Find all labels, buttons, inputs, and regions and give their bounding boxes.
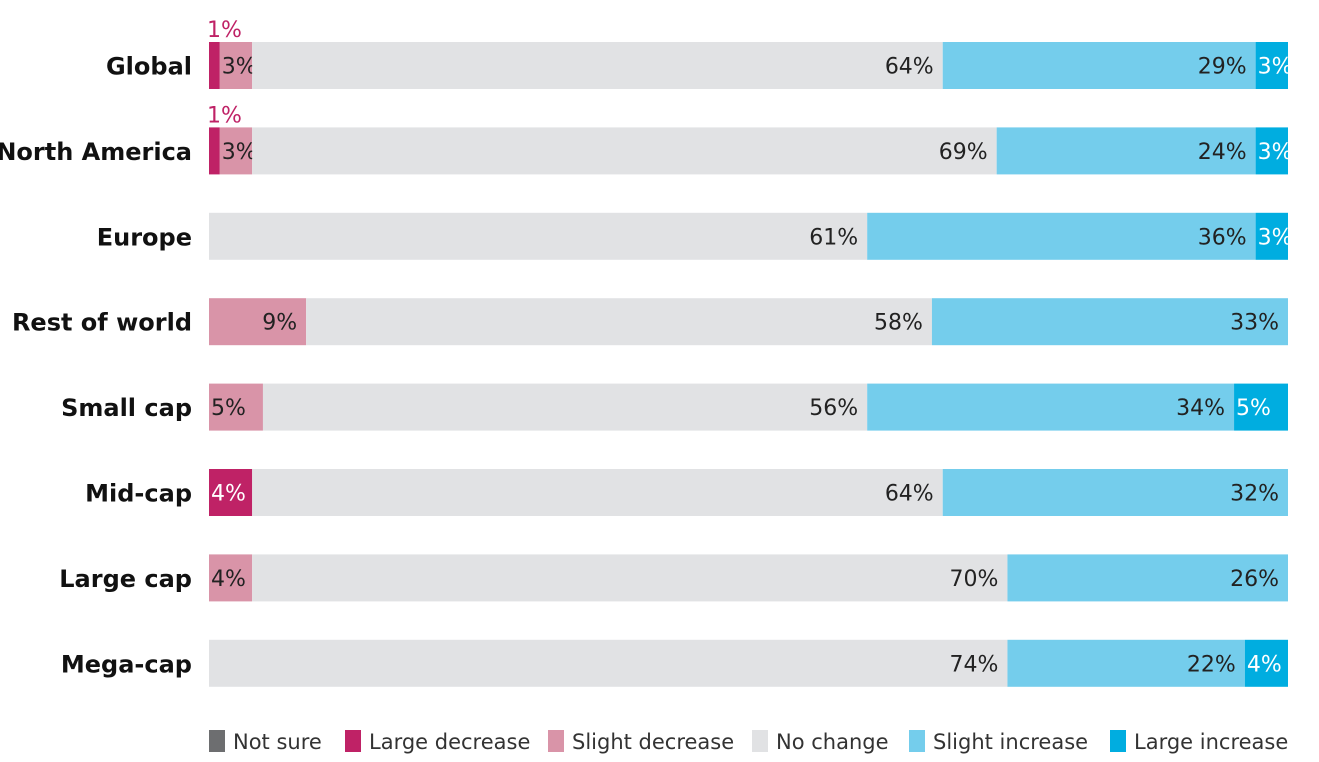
data-label-mid-cap-large-decrease: 4%: [211, 482, 246, 507]
legend-item-no-change: No change: [752, 730, 889, 754]
bar-segment-global-large-increase: [1255, 42, 1288, 89]
bar-segment-small-cap-no-change: [262, 383, 868, 431]
bar-segment-large-cap-no-change: [252, 554, 1008, 602]
data-label-rest-of-world-slight-increase: 33%: [1230, 311, 1279, 336]
legend-label-large-increase: Large increase: [1134, 730, 1288, 754]
data-label-global-no-change: 64%: [885, 55, 934, 80]
data-label-global-large-decrease: 1%: [207, 18, 242, 43]
bar-segment-global-slight-decrease: [219, 42, 253, 89]
bar-segment-mid-cap-no-change: [252, 469, 943, 516]
legend-swatch-slight-increase: [909, 730, 925, 752]
bar-segment-north-america-large-increase: [1255, 127, 1288, 175]
data-label-small-cap-slight-increase: 34%: [1176, 396, 1225, 421]
data-label-europe-large-increase: 3%: [1258, 225, 1293, 250]
data-label-mid-cap-slight-increase: 32%: [1230, 482, 1279, 507]
data-label-rest-of-world-no-change: 58%: [874, 311, 923, 336]
legend-swatch-not-sure: [209, 730, 225, 752]
category-label-mega-cap: Mega-cap: [61, 650, 192, 678]
data-label-rest-of-world-slight-decrease: 9%: [262, 311, 297, 336]
legend: Not sure Large decrease Slight decrease No …: [209, 730, 1288, 754]
data-label-mid-cap-no-change: 64%: [885, 482, 934, 507]
data-label-mega-cap-no-change: 74%: [950, 652, 999, 677]
bar-segment-north-america-slight-decrease: [219, 127, 253, 175]
bar-segment-mid-cap-slight-increase: [942, 469, 1288, 516]
category-label-global: Global: [106, 53, 192, 81]
data-label-europe-slight-increase: 36%: [1198, 225, 1247, 250]
bar-segment-north-america-large-decrease: [209, 127, 220, 175]
legend-label-slight-increase: Slight increase: [933, 730, 1088, 754]
bar-segment-mega-cap-slight-increase: [1007, 639, 1245, 687]
data-label-global-large-increase: 3%: [1258, 55, 1293, 80]
data-label-small-cap-large-increase: 5%: [1236, 396, 1271, 421]
bar-segment-europe-large-increase: [1255, 212, 1288, 260]
bar-segment-mega-cap-no-change: [209, 639, 1008, 687]
legend-label-slight-decrease: Slight decrease: [572, 730, 734, 754]
bar-segment-mid-cap-large-decrease: [209, 469, 253, 516]
category-label-rest-of-world: Rest of world: [12, 309, 192, 337]
bar-segment-small-cap-slight-increase: [867, 383, 1235, 431]
data-label-large-cap-slight-decrease: 4%: [211, 567, 246, 592]
bar-segment-small-cap-slight-decrease: [209, 383, 263, 431]
legend-item-large-decrease: Large decrease: [345, 730, 530, 754]
bars-layer: Global 1% 3% 64% 29% 3% North America 1% 3% 69% 24…: [0, 18, 1293, 687]
data-label-large-cap-slight-increase: 26%: [1230, 567, 1279, 592]
legend-label-no-change: No change: [776, 730, 889, 754]
legend-swatch-slight-decrease: [548, 730, 564, 752]
bar-segment-europe-slight-increase: [867, 212, 1256, 260]
data-label-large-cap-no-change: 70%: [950, 567, 999, 592]
legend-item-slight-increase: Slight increase: [909, 730, 1088, 754]
bar-segment-rest-of-world-no-change: [306, 298, 932, 346]
bar-segment-global-large-decrease: [209, 42, 220, 89]
data-label-europe-no-change: 61%: [809, 225, 858, 250]
data-label-mega-cap-slight-increase: 22%: [1187, 652, 1236, 677]
data-label-small-cap-slight-decrease: 5%: [211, 396, 246, 421]
legend-item-slight-decrease: Slight decrease: [548, 730, 734, 754]
bar-segment-north-america-slight-increase: [996, 127, 1256, 175]
data-label-global-slight-increase: 29%: [1198, 55, 1247, 80]
category-label-large-cap: Large cap: [59, 565, 192, 593]
data-label-small-cap-no-change: 56%: [809, 396, 858, 421]
bar-segment-north-america-no-change: [252, 127, 997, 175]
data-label-north-america-large-decrease: 1%: [207, 103, 242, 128]
bar-segment-global-no-change: [252, 42, 943, 89]
category-label-europe: Europe: [97, 223, 192, 251]
legend-label-not-sure: Not sure: [233, 730, 322, 754]
data-label-north-america-large-increase: 3%: [1258, 140, 1293, 165]
legend-item-not-sure: Not sure: [209, 730, 322, 754]
bar-segment-mega-cap-large-increase: [1244, 639, 1288, 687]
category-label-small-cap: Small cap: [61, 394, 192, 422]
data-label-mega-cap-large-increase: 4%: [1247, 652, 1282, 677]
data-label-north-america-no-change: 69%: [939, 140, 988, 165]
legend-item-large-increase: Large increase: [1110, 730, 1288, 754]
bar-segment-rest-of-world-slight-increase: [931, 298, 1288, 346]
legend-swatch-large-decrease: [345, 730, 361, 752]
bar-segment-large-cap-slight-increase: [1007, 554, 1288, 602]
category-label-north-america: North America: [0, 138, 192, 166]
data-label-north-america-slight-decrease: 3%: [222, 140, 257, 165]
category-label-mid-cap: Mid-cap: [85, 480, 192, 508]
legend-swatch-no-change: [752, 730, 768, 752]
legend-label-large-decrease: Large decrease: [369, 730, 530, 754]
bar-segment-global-slight-increase: [942, 42, 1256, 89]
bar-segment-large-cap-slight-decrease: [209, 554, 253, 602]
data-label-global-slight-decrease: 3%: [222, 55, 257, 80]
legend-swatch-large-increase: [1110, 730, 1126, 752]
data-label-north-america-slight-increase: 24%: [1198, 140, 1247, 165]
bar-segment-rest-of-world-slight-decrease: [209, 298, 307, 346]
bar-segment-europe-no-change: [209, 212, 868, 260]
bar-segment-small-cap-large-increase: [1234, 383, 1288, 431]
